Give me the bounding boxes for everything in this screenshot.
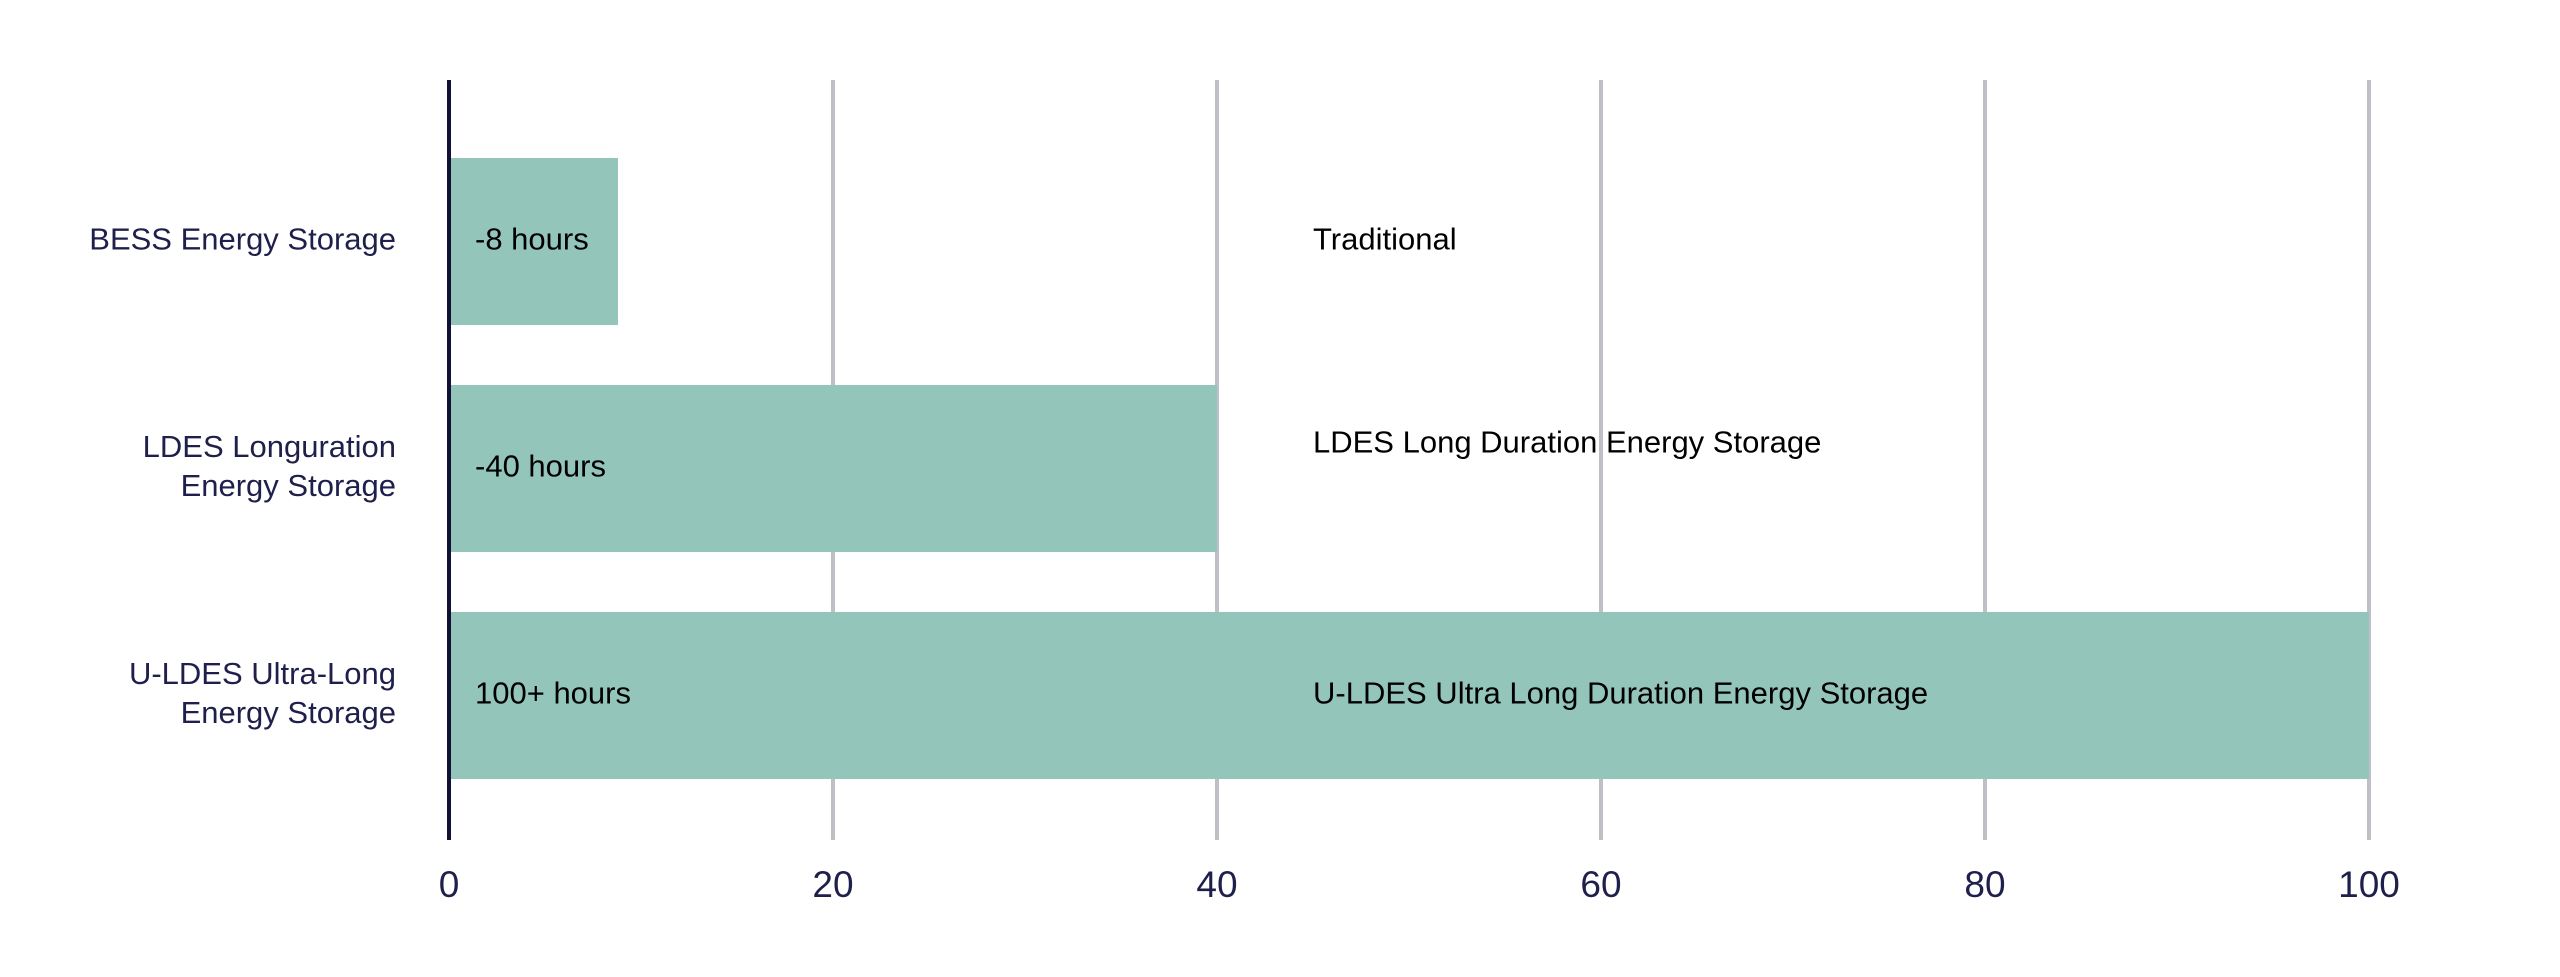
x-tick-label: 100	[2338, 864, 2400, 905]
bars	[449, 158, 2369, 779]
x-tick-label: 60	[1580, 864, 1621, 905]
x-tick-label: 80	[1964, 864, 2005, 905]
bar	[449, 385, 1217, 552]
x-tick-label: 40	[1196, 864, 1237, 905]
bar	[449, 158, 618, 325]
x-tick-label: 20	[812, 864, 853, 905]
category-label: Energy Storage	[181, 695, 396, 730]
x-tick-label: 0	[439, 864, 460, 905]
annotation-label: LDES Long Duration Energy Storage	[1313, 425, 1821, 460]
bar-label: -8 hours	[475, 222, 589, 257]
bar	[449, 612, 2369, 779]
category-label: Energy Storage	[181, 468, 396, 503]
category-label: LDES Longuration	[143, 429, 396, 464]
category-label: U-LDES Ultra-Long	[129, 656, 396, 691]
bar-label: -40 hours	[475, 449, 606, 484]
category-label: BESS Energy Storage	[89, 222, 396, 257]
annotation-label: Traditional	[1313, 222, 1457, 257]
annotation-label: U-LDES Ultra Long Duration Energy Storag…	[1313, 676, 1928, 711]
labels: BESS Energy Storage LDES Longuration Energ…	[89, 222, 2400, 905]
bar-label: 100+ hours	[475, 676, 631, 711]
